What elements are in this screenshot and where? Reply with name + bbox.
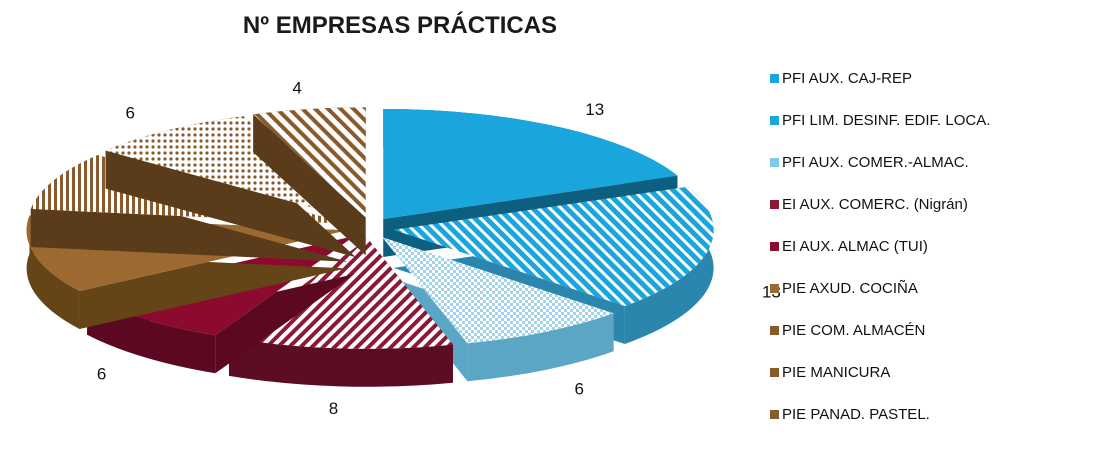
pie-slice — [105, 116, 356, 258]
slice-value-label: 8 — [329, 399, 338, 418]
legend-entry: EI AUX. ALMAC (TUI) — [770, 234, 928, 258]
legend-swatch — [770, 283, 779, 293]
slice-value-label: 6 — [125, 103, 134, 122]
legend-label: PIE MANICURA — [782, 363, 891, 381]
legend-entry: EI AUX. COMERC. (Nigrán) — [770, 192, 968, 216]
legend-label: PIE AXUD. COCIÑA — [782, 279, 918, 297]
pie-slice — [229, 238, 453, 387]
legend-entry: PIE MANICURA — [770, 360, 890, 384]
legend-entry: PFI AUX. COMER.-ALMAC. — [770, 150, 969, 174]
legend-label: PFI AUX. COMER.-ALMAC. — [782, 153, 969, 171]
pie-slice — [393, 186, 714, 344]
legend-swatch — [770, 157, 779, 167]
legend-swatch — [770, 241, 779, 251]
legend-swatch — [770, 199, 779, 209]
legend-swatch — [770, 367, 779, 377]
legend-entry: PIE PANAD. PASTEL. — [770, 402, 930, 426]
chart-title: Nº EMPRESAS PRÁCTICAS — [242, 12, 558, 39]
legend-label: PIE COM. ALMACÉN — [782, 321, 926, 339]
legend-swatch — [770, 409, 779, 419]
legend-label: PIE PANAD. PASTEL. — [782, 405, 930, 423]
slice-value-label: 6 — [575, 380, 584, 399]
legend-swatch — [770, 325, 779, 335]
legend-label: EI AUX. COMERC. (Nigrán) — [782, 195, 968, 213]
slice-value-label: 4 — [292, 78, 301, 97]
pie-slice — [253, 107, 366, 256]
slice-value-label: 6 — [97, 365, 106, 384]
slice-value-label: 13 — [585, 100, 604, 119]
legend-entry: PFI AUX. CAJ-REP — [770, 66, 912, 90]
legend-swatch — [770, 73, 779, 83]
legend-label: EI AUX. ALMAC (TUI) — [782, 237, 928, 255]
legend-label: PFI AUX. CAJ-REP — [782, 69, 913, 87]
legend-entry: PIE COM. ALMACÉN — [770, 318, 925, 342]
legend-entry: PIE AXUD. COCIÑA — [770, 276, 918, 300]
legend-swatch — [770, 115, 779, 125]
legend-label: PFI LIM. DESINF. EDIF. LOCA. — [782, 111, 991, 129]
legend-entry: PFI LIM. DESINF. EDIF. LOCA. — [770, 108, 990, 132]
